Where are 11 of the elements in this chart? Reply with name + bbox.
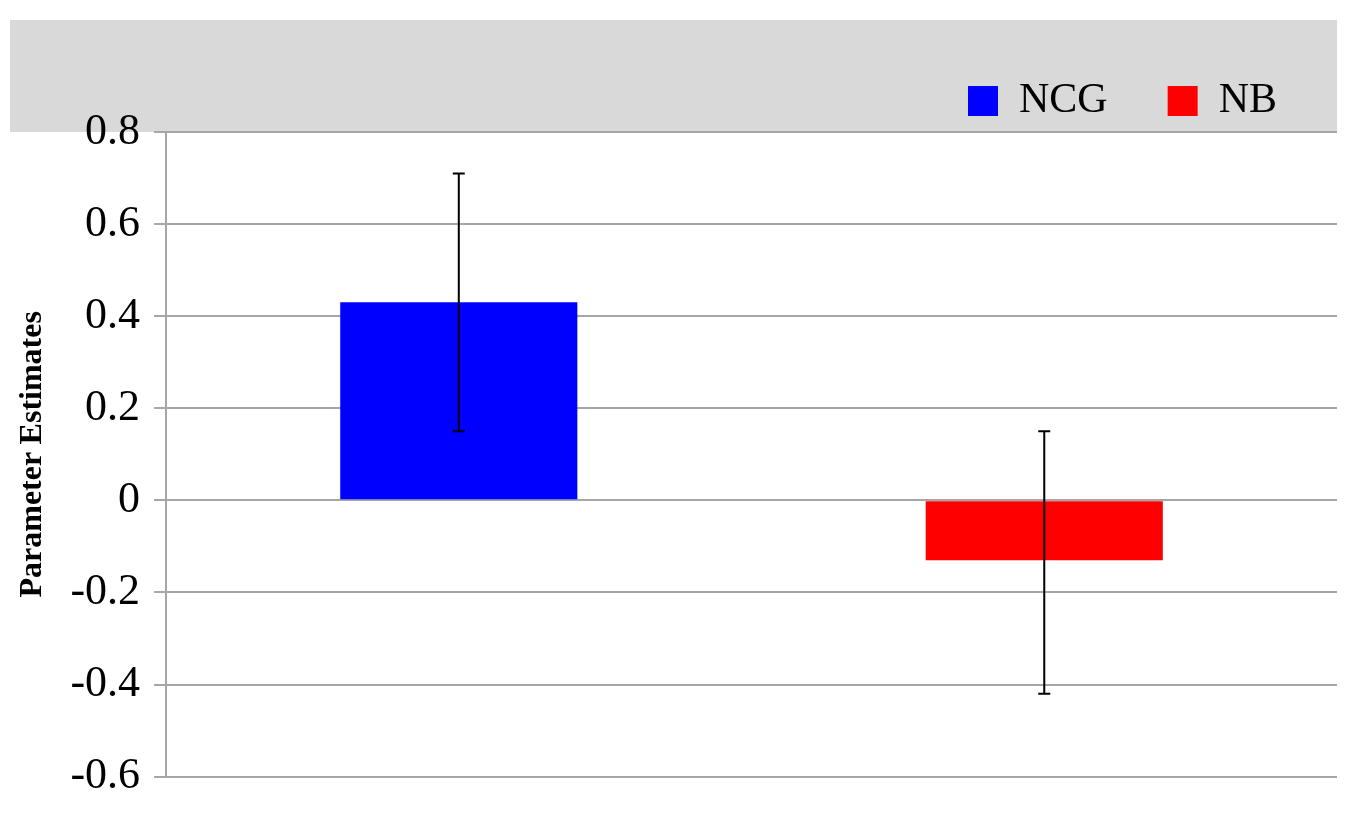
y-tick-label: -0.4 bbox=[70, 657, 141, 707]
legend-label: NB bbox=[1218, 75, 1278, 122]
y-tick-label: -0.2 bbox=[70, 564, 141, 614]
y-tick-label: 0.4 bbox=[85, 288, 141, 338]
y-axis-title: Parameter Estimates bbox=[12, 311, 49, 598]
y-tick-label: 0.8 bbox=[85, 104, 141, 154]
legend-label: NCG bbox=[1018, 75, 1108, 122]
y-tick-label: 0 bbox=[118, 472, 141, 522]
y-tick-label: -0.6 bbox=[70, 749, 141, 799]
y-tick-label: 0.2 bbox=[85, 380, 141, 430]
y-tick-label: 0.6 bbox=[85, 196, 141, 246]
